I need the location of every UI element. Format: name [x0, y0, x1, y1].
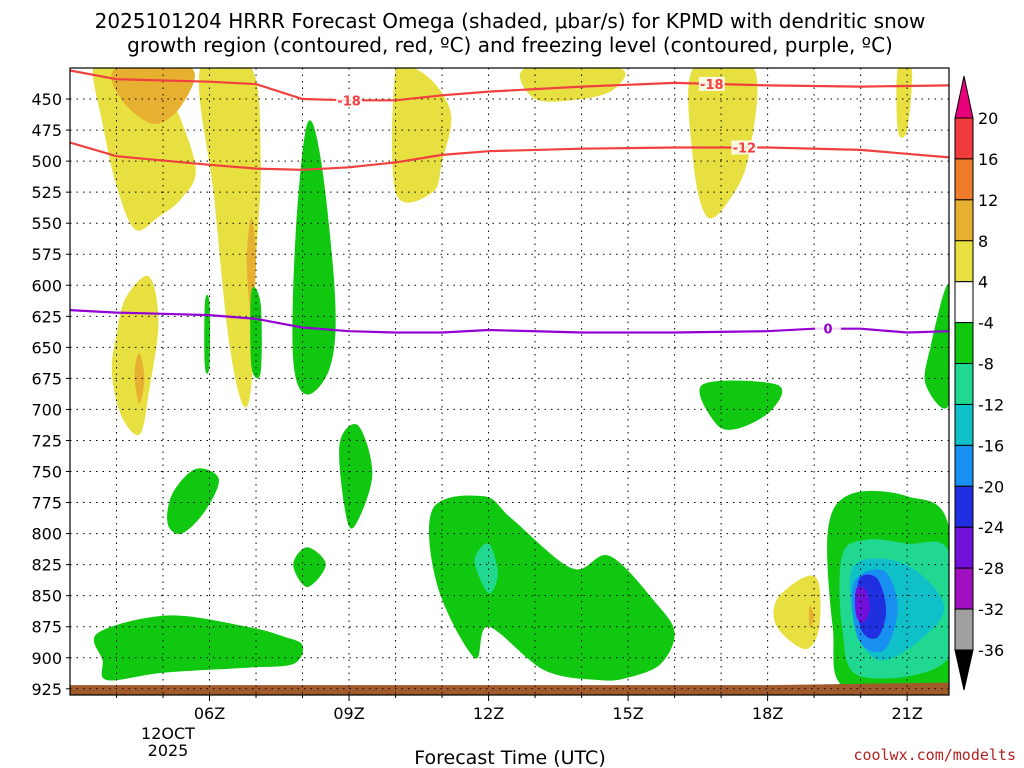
colorbar-label: -32 — [978, 600, 1004, 619]
x-tick-label: 12Z — [473, 704, 504, 723]
colorbar-label: 4 — [978, 273, 988, 292]
source-credit: coolwx.com/modelts — [853, 746, 1016, 764]
colorbar-segment — [954, 240, 974, 283]
omega-region-1 — [111, 68, 195, 124]
omega-region-6 — [392, 68, 452, 203]
colorbar-segment — [954, 403, 974, 446]
omega-region-15 — [204, 294, 211, 374]
colorbar-label: -20 — [978, 477, 1004, 496]
omega-region-10 — [773, 575, 821, 650]
omega-region-7 — [520, 68, 626, 102]
colorbar: 20 16 12 8 4 -4 -8 -12 -16 -20 -24 -28 -32 -36 — [954, 75, 1004, 691]
y-tick-label: 825 — [31, 556, 62, 575]
colorbar-segment — [954, 567, 974, 610]
y-tick-label: 725 — [31, 431, 62, 450]
omega-region-12 — [292, 120, 336, 395]
y-tick-label: 450 — [31, 90, 62, 109]
omega-shading — [70, 68, 949, 695]
omega-region-4 — [111, 275, 159, 436]
y-tick-label: 550 — [31, 214, 62, 233]
grid-lines — [70, 68, 949, 695]
colorbar-label: 12 — [978, 191, 998, 210]
contour--18 — [70, 69, 949, 102]
colorbar-segment — [954, 199, 974, 242]
colorbar-label: -36 — [978, 641, 1004, 660]
y-tick-label: 875 — [31, 618, 62, 637]
colorbar-label: -28 — [978, 559, 1004, 578]
chart-title-line2: growth region (contoured, red, ºC) and f… — [127, 33, 893, 57]
omega-region-21 — [474, 543, 498, 594]
colorbar-segment — [954, 444, 974, 487]
x-tick-label: 15Z — [612, 704, 643, 723]
omega-region-8 — [688, 68, 758, 219]
colorbar-segment — [954, 485, 974, 528]
y-tick-label: 625 — [31, 307, 62, 326]
colorbar-segment — [954, 322, 974, 365]
omega-region-5 — [134, 353, 145, 404]
contour-label: -12 — [733, 141, 757, 156]
y-tick-label: 650 — [31, 338, 62, 357]
colorbar-label: -8 — [978, 355, 994, 374]
omega-region-13 — [250, 287, 262, 379]
axes: 450 475 500 525 550 575 600 625 650 675 700 725 750 7… — [31, 90, 922, 723]
date-label-day: 12OCT — [141, 724, 195, 743]
y-tick-label: 700 — [31, 400, 62, 419]
contour-label: -18 — [700, 78, 724, 93]
colorbar-label: 20 — [978, 109, 998, 128]
omega-region-28 — [854, 586, 870, 624]
y-tick-label: 525 — [31, 183, 62, 202]
omega-region-16 — [339, 424, 373, 529]
x-tick-label: 06Z — [194, 704, 225, 723]
y-tick-label: 775 — [31, 494, 62, 513]
omega-region-19 — [93, 615, 304, 681]
x-axis-label: Forecast Time (UTC) — [414, 747, 605, 768]
omega-region-22 — [699, 380, 783, 430]
colorbar-segment — [954, 608, 974, 651]
y-tick-label: 600 — [31, 276, 62, 295]
omega-region-17 — [167, 468, 219, 535]
y-tick-label: 750 — [31, 463, 62, 482]
y-tick-label: 675 — [31, 369, 62, 388]
x-tick-label: 09Z — [333, 704, 364, 723]
contour-lines: -18 -18 -12 0 — [70, 69, 949, 338]
colorbar-segment — [954, 158, 974, 201]
colorbar-bottom-arrow — [954, 649, 974, 691]
y-tick-label: 850 — [31, 587, 62, 606]
colorbar-label: 8 — [978, 232, 988, 251]
x-tick-label: 18Z — [752, 704, 783, 723]
ground-terrain — [70, 682, 949, 695]
y-tick-label: 475 — [31, 121, 62, 140]
y-tick-label: 925 — [31, 680, 62, 699]
y-tick-label: 575 — [31, 245, 62, 264]
colorbar-segment — [954, 117, 974, 160]
colorbar-label: -24 — [978, 518, 1004, 537]
colorbar-segment — [954, 526, 974, 569]
x-tick-label: 21Z — [891, 704, 922, 723]
omega-region-11 — [808, 605, 815, 627]
omega-region-20 — [428, 495, 675, 681]
contour-label: -18 — [337, 94, 361, 109]
colorbar-segment — [954, 281, 974, 324]
chart-title-line1: 2025101204 HRRR Forecast Omega (shaded, … — [95, 9, 926, 33]
y-tick-label: 900 — [31, 649, 62, 668]
colorbar-label: 16 — [978, 150, 998, 169]
y-tick-label: 800 — [31, 525, 62, 544]
plot-frame — [69, 67, 950, 696]
omega-region-14 — [924, 284, 949, 409]
colorbar-label: -4 — [978, 314, 994, 333]
omega-region-2 — [198, 68, 261, 408]
omega-region-18 — [293, 547, 326, 587]
colorbar-label: -12 — [978, 395, 1004, 414]
y-tick-label: 500 — [31, 152, 62, 171]
contour-label: 0 — [824, 323, 833, 338]
colorbar-segment — [954, 363, 974, 405]
colorbar-label: -16 — [978, 436, 1004, 455]
date-label-year: 2025 — [148, 741, 189, 760]
